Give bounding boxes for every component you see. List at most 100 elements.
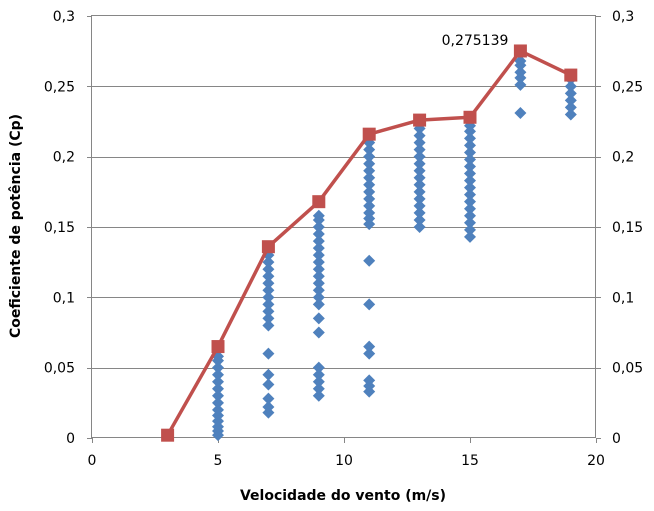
scatter-point	[363, 374, 376, 387]
scatter-point	[413, 178, 426, 191]
scatter-point	[262, 347, 275, 360]
line-marker	[161, 428, 175, 442]
y2-tick-label: 0,2	[612, 150, 634, 166]
line-marker	[261, 240, 275, 254]
scatter-point	[413, 199, 426, 212]
y-tick-label: 0,25	[44, 79, 75, 95]
scatter-point	[564, 101, 577, 114]
scatter-point	[262, 263, 275, 276]
scatter-point	[262, 401, 275, 414]
scatter-point	[312, 263, 325, 276]
scatter-point	[464, 139, 476, 152]
scatter-point	[262, 392, 275, 405]
y2-tick-label: 0,25	[612, 79, 643, 95]
scatter-point	[363, 340, 376, 353]
y-tick-label: 0,15	[44, 220, 75, 236]
scatter-point	[464, 230, 476, 243]
scatter-point	[212, 389, 224, 402]
y2-tick-label: 0,15	[612, 220, 643, 236]
scatter-point	[464, 146, 476, 159]
scatter-point	[312, 382, 325, 395]
y2-tick-label: 0,1	[612, 290, 634, 306]
scatter-point	[464, 195, 476, 208]
scatter-point	[312, 235, 325, 248]
gridlines	[92, 86, 596, 369]
y2-tick-labels: 0 0,05 0,1 0,15 0,2 0,25 0,3	[612, 9, 643, 447]
scatter-point	[464, 209, 476, 222]
line-marker	[312, 195, 326, 209]
y-tick-label: 0	[66, 431, 75, 447]
scatter-point	[312, 375, 325, 388]
x-tick-label: 5	[214, 453, 223, 469]
scatter-point	[464, 153, 476, 166]
scatter-point	[413, 206, 426, 219]
y-axis-title: Coeficiente de potência (Cp)	[8, 114, 24, 338]
scatter-point	[312, 326, 325, 339]
scatter-point	[564, 94, 577, 107]
scatter-point	[413, 129, 426, 142]
scatter-point	[413, 185, 426, 198]
scatter-point	[262, 284, 275, 297]
scatter-point	[413, 171, 426, 184]
scatter-point	[514, 107, 527, 120]
scatter-point	[464, 160, 476, 173]
scatter-point	[363, 254, 376, 267]
scatter-point	[413, 143, 426, 156]
scatter-point	[312, 291, 325, 304]
x-tick-label: 0	[88, 453, 97, 469]
x-tick-label: 20	[587, 453, 605, 469]
scatter-point	[464, 202, 476, 215]
scatter-point	[262, 256, 275, 269]
scatter-point	[413, 122, 426, 135]
line-marker	[564, 68, 578, 82]
scatter-point	[363, 199, 376, 212]
scatter-point	[312, 284, 325, 297]
scatter-point	[464, 216, 476, 229]
scatter-point	[464, 132, 476, 145]
plot-area-border	[91, 15, 596, 438]
scatter-point	[312, 361, 325, 374]
y-tick-label: 0,1	[53, 290, 75, 306]
y-tick-label: 0,05	[44, 361, 75, 377]
scatter-point	[514, 55, 527, 68]
scatter-point	[514, 78, 527, 91]
scatter-point	[312, 228, 325, 241]
y-tick-label: 0,3	[53, 9, 75, 25]
scatter-point	[312, 389, 325, 402]
scatter-point	[413, 221, 426, 233]
scatter-point	[363, 185, 376, 198]
scatter-point	[363, 178, 376, 191]
scatter-point	[564, 108, 577, 121]
scatter-point	[363, 164, 376, 177]
scatter-point	[464, 223, 476, 236]
scatter-series	[212, 55, 577, 442]
scatter-point	[464, 174, 476, 187]
scatter-point	[564, 87, 577, 100]
x-tick-labels: 0 5 10 15 20	[88, 453, 605, 469]
scatter-point	[262, 319, 275, 332]
scatter-point	[262, 378, 275, 391]
scatter-point	[363, 347, 376, 360]
scatter-point	[262, 368, 275, 381]
axes	[87, 15, 601, 443]
line-marker	[413, 113, 427, 127]
x-axis-title: Velocidade do vento (m/s)	[240, 488, 446, 504]
scatter-point	[312, 312, 325, 325]
y2-tick-label: 0	[612, 431, 621, 447]
scatter-point	[212, 396, 224, 409]
scatter-point	[413, 164, 426, 177]
scatter-point	[363, 171, 376, 184]
scatter-point	[312, 242, 325, 255]
scatter-point	[312, 277, 325, 290]
scatter-point	[363, 157, 376, 170]
scatter-point	[464, 181, 476, 194]
scatter-point	[212, 361, 224, 374]
scatter-point	[363, 298, 376, 311]
scatter-point	[312, 209, 325, 222]
scatter-point	[262, 312, 275, 325]
line-marker	[463, 110, 477, 124]
y-tick-labels: 0 0,05 0,1 0,15 0,2 0,25 0,3	[44, 9, 75, 447]
scatter-point	[312, 221, 325, 233]
line-marker	[211, 340, 225, 354]
scatter-point	[262, 305, 275, 318]
